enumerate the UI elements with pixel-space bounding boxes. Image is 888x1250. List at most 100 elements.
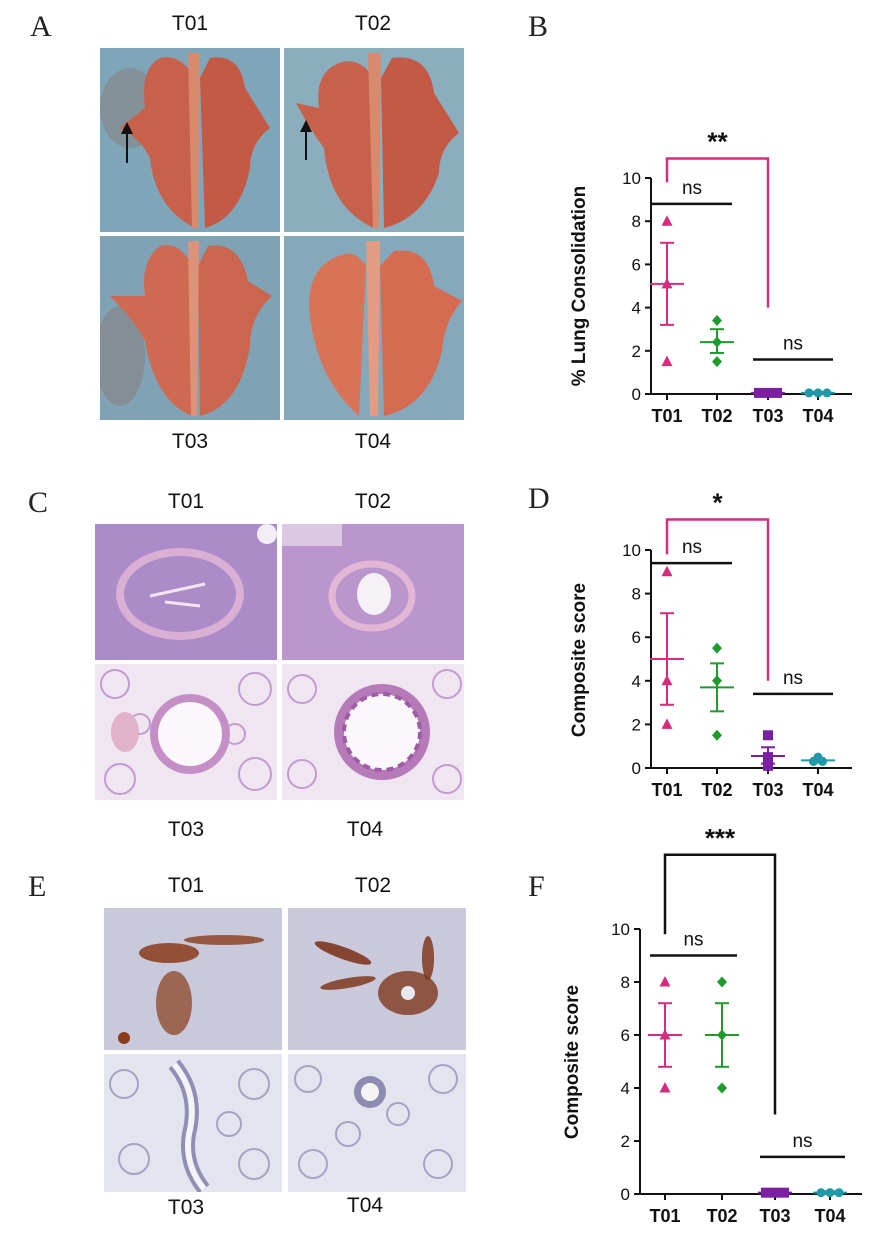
chart-d-composite-score-he: 0 2 4 6 8 10 Composite score T01 T02 T03 T04 * ns ns [569,487,852,800]
panel-e-label-t03: T03 [167,1196,205,1219]
panel-letter-b: B [528,10,549,43]
ns-label: ns [792,1131,812,1152]
gross-lung-photo-t01 [100,48,280,232]
y-tick-label: 6 [632,255,641,274]
data-point-t02 [712,336,722,348]
x-tick-label: T02 [701,780,732,800]
histology-he-t04 [282,664,464,800]
y-tick-label: 6 [621,1026,630,1045]
y-tick-label: 8 [621,973,630,992]
panel-letter-a: A [30,10,52,43]
x-tick-label: T04 [814,1206,845,1226]
y-tick-label: 8 [632,212,641,231]
data-point-t03 [772,387,782,398]
data-point-t04 [813,388,823,398]
y-tick-label: 4 [621,1079,630,1098]
x-tick-label: T03 [752,780,783,800]
data-point-t04 [804,388,814,398]
x-tick-label: T02 [701,406,732,426]
data-point-t03 [779,1187,789,1198]
histology-he-t01 [95,524,277,660]
gross-lung-photo-t04 [284,236,464,420]
panel-a-label-t02: T02 [354,12,392,35]
panel-c-label-t03: T03 [167,818,205,841]
ns-label: ns [683,930,703,951]
panel-letter-c: C [28,486,49,519]
y-axis-label: % Lung Consolidation [569,186,590,387]
data-point-t01 [661,718,673,729]
y-tick-label: 10 [622,541,641,560]
data-point-t03 [763,387,773,398]
data-point-t02 [712,675,722,687]
data-point-t04 [822,388,832,398]
data-point-t02 [712,315,722,327]
panel-letter-e: E [28,870,47,903]
y-tick-label: 0 [621,1185,630,1204]
data-point-t03 [770,1187,780,1198]
panel-letter-f: F [528,870,545,903]
chart-f-composite-score-ihc: 0 2 4 6 8 10 Composite score T01 T02 T03 T04 *** ns n… [562,823,862,1226]
y-tick-label: 10 [611,920,630,939]
y-tick-label: 4 [632,299,641,318]
significance-bracket [665,157,770,308]
significance-bracket [665,518,770,681]
y-axis-label: Composite score [562,985,583,1139]
data-point-t01 [659,976,671,987]
data-point-t01 [659,1029,671,1040]
data-point-t01 [661,565,673,577]
significance-label: *** [705,823,736,853]
y-tick-label: 6 [632,628,641,647]
y-tick-label: 0 [632,385,641,404]
ihc-t03 [104,1054,282,1192]
x-tick-label: T02 [706,1206,737,1226]
x-tick-label: T01 [649,1206,680,1226]
data-point-t04 [816,1188,826,1198]
histology-he-t02 [282,524,464,660]
panel-a-label-t01: T01 [171,12,209,35]
data-point-t02 [717,1029,727,1041]
data-point-t01 [659,1082,671,1093]
data-point-t04 [818,756,827,766]
ns-label: ns [682,178,702,199]
significance-label: ** [707,127,728,157]
y-axis-label: Composite score [569,583,590,737]
data-point-t04 [834,1188,844,1198]
panel-letter-d: D [528,482,550,515]
data-point-t03 [761,1187,771,1198]
panel-c-label-t02: T02 [354,490,392,513]
panel-c-label-t01: T01 [167,490,205,513]
data-point-t01 [661,277,673,289]
y-tick-label: 2 [632,715,641,734]
ihc-t01 [104,908,282,1050]
significance-bracket [663,853,777,1115]
ihc-t04 [288,1054,466,1192]
y-tick-label: 8 [632,585,641,604]
ns-label: ns [682,537,702,558]
y-tick-label: 2 [632,342,641,361]
x-tick-label: T01 [651,780,682,800]
panel-e-label-t02: T02 [354,874,392,897]
panel-e-label-t01: T01 [167,874,205,897]
data-point-t04 [809,756,818,766]
y-tick-label: 10 [622,169,641,188]
significance-label: * [712,487,723,517]
gross-lung-photo-t02 [284,48,464,232]
y-tick-label: 0 [632,759,641,778]
y-tick-label: 2 [621,1132,630,1151]
panel-e-label-t04: T04 [346,1194,384,1217]
data-point-t01 [661,674,673,686]
chart-b-lung-consolidation: 0 2 4 6 8 10 % Lung Consolidation T01 T02 T03 T04 *… [569,127,852,426]
ns-label: ns [783,333,803,354]
panel-c-label-t04: T04 [346,818,384,841]
data-point-t03 [754,387,764,398]
data-point-t04 [825,1188,835,1198]
data-point-t03 [763,760,773,771]
y-tick-label: 4 [632,672,641,691]
x-tick-label: T03 [759,1206,790,1226]
data-point-t02 [712,356,722,368]
gross-lung-photo-t03 [100,236,280,420]
panel-a-label-t03: T03 [171,430,209,453]
x-tick-label: T03 [752,406,783,426]
data-point-t02 [717,976,727,988]
